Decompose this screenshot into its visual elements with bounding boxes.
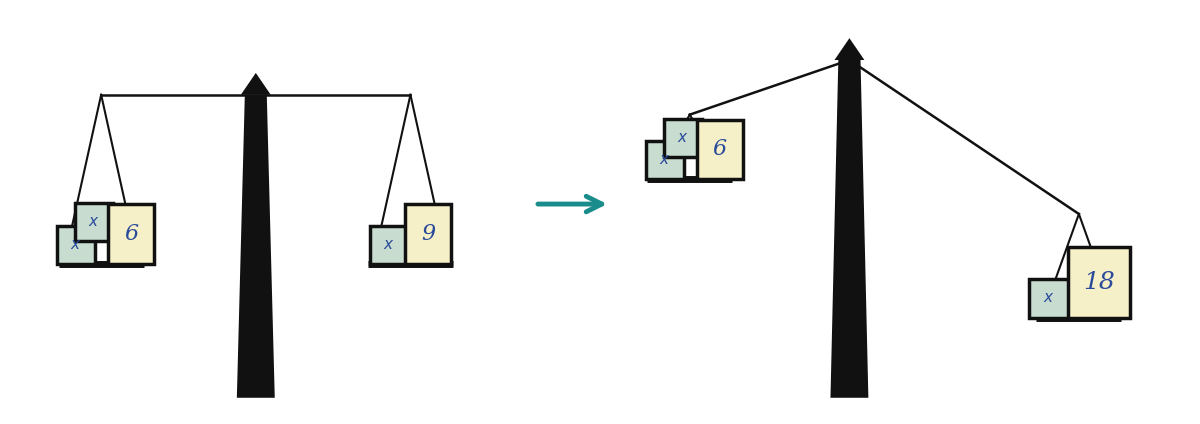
Bar — [646, 142, 684, 179]
Polygon shape — [241, 73, 271, 95]
Text: 9: 9 — [421, 223, 436, 245]
Bar — [108, 204, 154, 264]
Bar — [370, 226, 408, 264]
Text: $x$: $x$ — [659, 153, 671, 167]
Bar — [664, 119, 702, 156]
Bar — [1030, 279, 1069, 318]
Text: 6: 6 — [124, 223, 138, 245]
Text: $x$: $x$ — [71, 238, 82, 252]
Text: $x$: $x$ — [1043, 291, 1055, 305]
Text: $x$: $x$ — [383, 238, 395, 252]
Polygon shape — [834, 38, 864, 60]
Bar — [76, 203, 113, 241]
Text: $x$: $x$ — [89, 215, 100, 229]
Bar — [58, 226, 95, 264]
Polygon shape — [830, 55, 869, 398]
Text: $x$: $x$ — [677, 131, 689, 145]
Text: 18: 18 — [1082, 271, 1115, 294]
Text: 6: 6 — [713, 138, 727, 160]
Bar — [1068, 247, 1129, 318]
Bar — [406, 204, 451, 264]
Polygon shape — [236, 95, 275, 398]
Bar — [697, 120, 743, 179]
